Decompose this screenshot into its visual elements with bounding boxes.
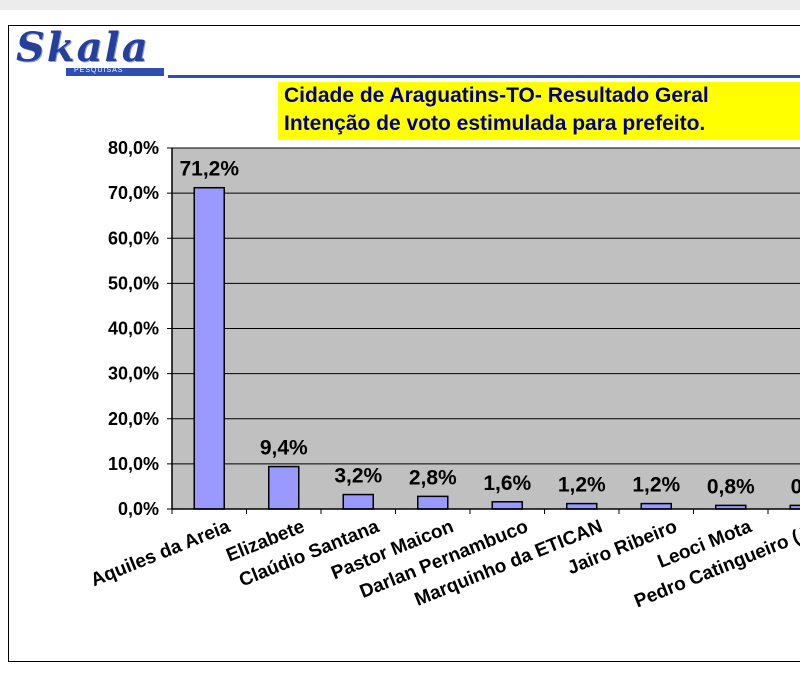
data-label: 1,2% <box>632 474 680 497</box>
bar <box>640 502 672 510</box>
y-tick-label: 20,0% <box>108 409 159 429</box>
header-rule <box>168 75 800 78</box>
chart-title-box: Cidade de Araguatins-TO- Resultado Geral… <box>278 82 800 140</box>
y-tick-label: 30,0% <box>108 364 159 384</box>
chart-subtitle: Intenção de voto estimulada para prefeit… <box>284 112 706 135</box>
logo-strip <box>66 68 164 76</box>
bar <box>566 502 598 510</box>
bar <box>789 504 800 510</box>
bar <box>268 465 300 510</box>
data-label: 2,8% <box>409 466 457 489</box>
y-tick-label: 50,0% <box>108 273 159 293</box>
bar <box>417 495 449 510</box>
y-tick-label: 80,0% <box>108 138 159 158</box>
y-tick-label: 70,0% <box>108 183 159 203</box>
bar <box>342 493 374 510</box>
bar <box>491 501 523 510</box>
data-label: 1,2% <box>558 474 606 497</box>
y-tick-label: 0,0% <box>118 499 159 519</box>
y-tick-label: 60,0% <box>108 228 159 248</box>
data-label: 9,4% <box>260 437 308 460</box>
top-bar <box>0 0 800 10</box>
y-tick-label: 40,0% <box>108 319 159 339</box>
data-label: 71,2% <box>179 158 239 181</box>
y-tick-label: 10,0% <box>108 454 159 474</box>
data-label: 1,6% <box>483 472 531 495</box>
skala-logo: Skala PESQUISAS <box>14 24 166 80</box>
logo-text: Skala <box>16 24 150 71</box>
data-label: 0,8 <box>791 475 800 498</box>
data-label: 0,8% <box>707 475 755 498</box>
chart-title: Cidade de Araguatins-TO- Resultado Geral <box>284 84 709 107</box>
logo-tagline: PESQUISAS <box>74 67 124 74</box>
data-label: 3,2% <box>334 465 382 488</box>
category-label: Aquiles da Areia <box>88 516 234 591</box>
bar <box>193 186 225 510</box>
